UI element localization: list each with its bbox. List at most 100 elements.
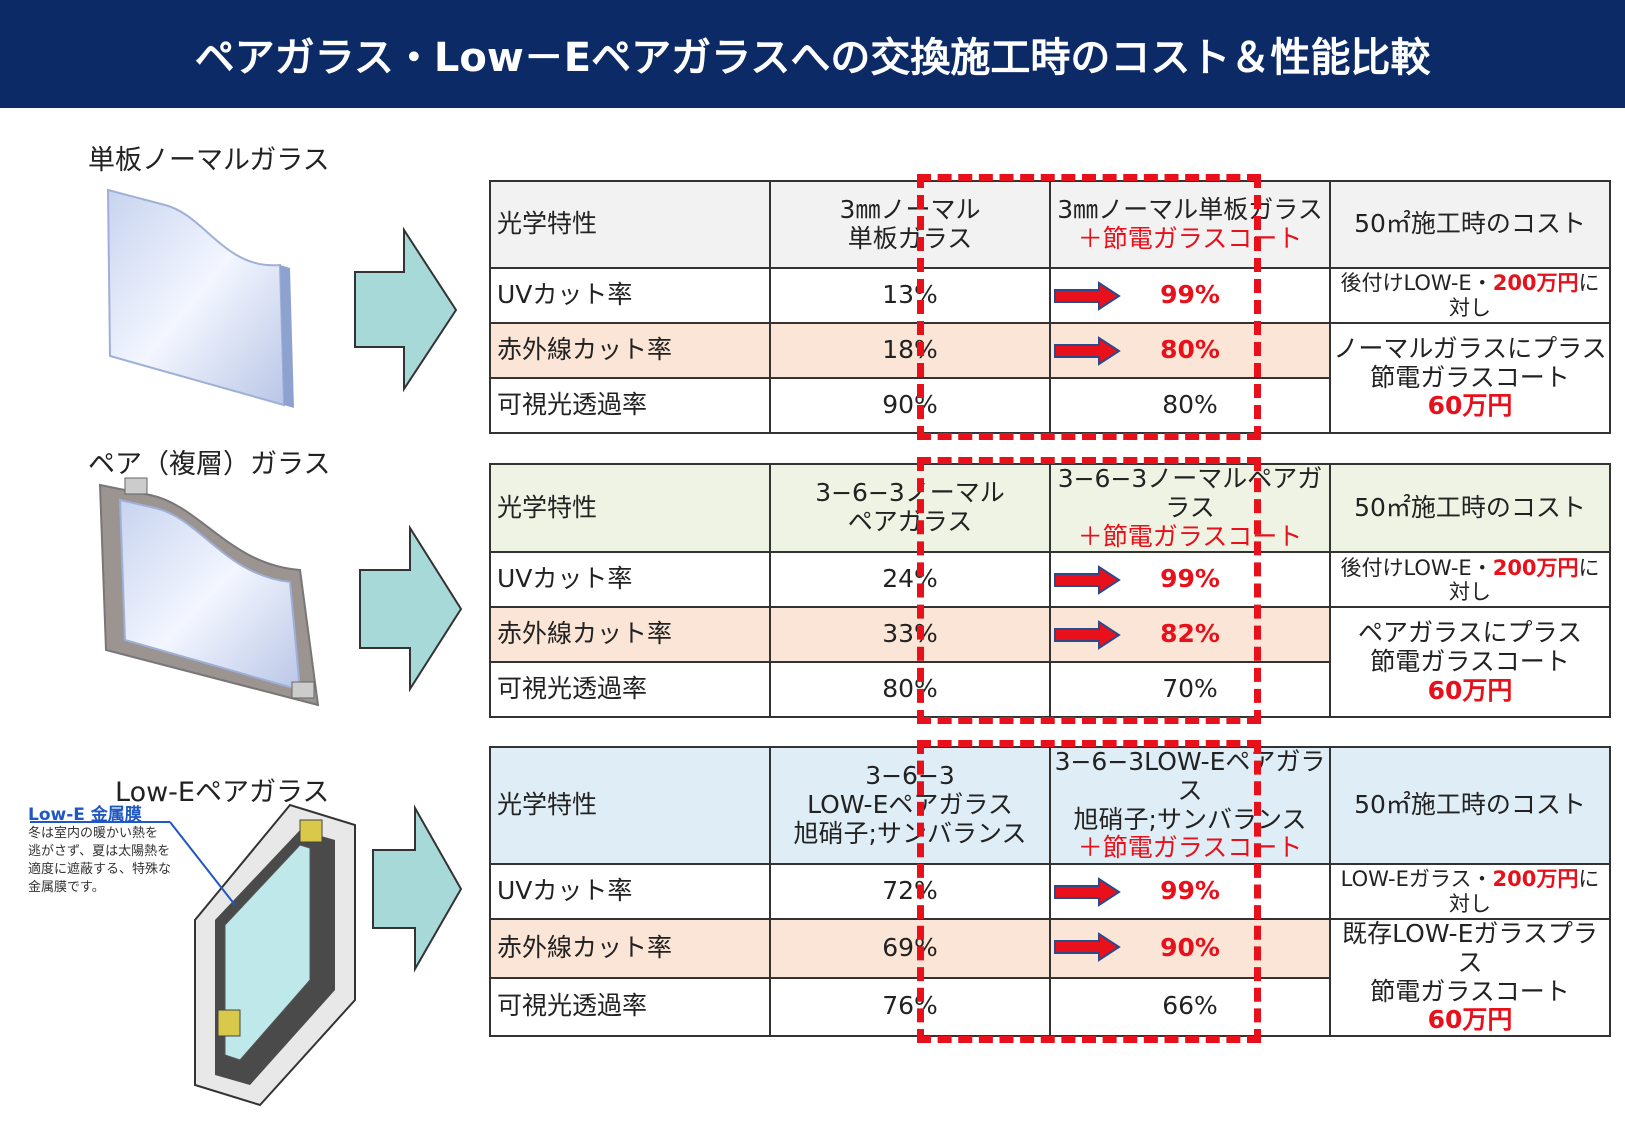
note-line: 金属膜です。 — [28, 880, 105, 895]
cost-line: 60万円 — [1427, 675, 1513, 705]
header-line: 旭硝子;サンバランス — [793, 818, 1027, 848]
cost-note-part: 後付けLOW-E・ — [1340, 271, 1493, 296]
data-row: 可視光透過率 76% 66% — [489, 976, 1610, 1037]
cost-line: 60万円 — [1427, 1005, 1513, 1035]
cell-text: 80% — [1160, 335, 1220, 365]
cell: 赤外線カット率 — [489, 606, 771, 664]
table: 光学特性 3㎜ノーマル 単板ガラス 3㎜ノーマル単板ガラス ＋節電ガラスコート 50㎡施工… — [489, 180, 1611, 434]
cell-text: 18% — [882, 335, 938, 365]
cell-text: 76% — [882, 991, 938, 1021]
cell-text: 80% — [1162, 390, 1218, 420]
header-line: 3㎜ノーマル単板ガラス — [1057, 194, 1323, 224]
header-line: 単板ガラス — [847, 223, 973, 253]
cell-text: 99% — [1160, 564, 1220, 594]
cell: 99% — [1049, 551, 1331, 609]
cost-line: 節電ガラスコート — [1370, 976, 1570, 1006]
header-cell: 光学特性 — [489, 746, 771, 865]
cell: 69% — [769, 918, 1051, 979]
cost-note-part: に対し — [1449, 271, 1600, 320]
cost-line: 既存LOW-Eガラスプラス — [1342, 919, 1598, 977]
cost: 既存LOW-Eガラスプラス 節電ガラスコート 60万円 — [1329, 918, 1611, 1037]
header-row: 光学特性 3−6−3 LOW-Eペアガラス 旭硝子;サンバランス 3−6−3LOW-Eペ… — [489, 746, 1611, 865]
cost-note-part: 200万円 — [1492, 867, 1579, 892]
cell-text: 66% — [1162, 991, 1218, 1021]
header-line: ＋節電ガラスコート — [1077, 223, 1303, 253]
data-row: 赤外線カット率 69% 90% 既存LOW-Eガラスプラス 節電ガラスコート 60万円 — [489, 918, 1611, 1037]
header-row: 光学特性 3−6−3ノーマル ペアガラス 3−6−3ノーマルペアガラス ＋節電ガラスコー… — [489, 462, 1611, 554]
cost-line: 節電ガラスコート — [1370, 362, 1570, 392]
cost-note-part: LOW-Eガラス・ — [1340, 867, 1493, 892]
header-cell: 50㎡施工時のコスト — [1329, 746, 1611, 865]
cell: 33% — [769, 606, 1051, 664]
cost: ペアガラスにプラス 節電ガラスコート 60万円 — [1329, 606, 1611, 719]
big-arrows — [354, 226, 463, 973]
red-arrow — [1054, 336, 1121, 366]
cost-note: 後付けLOW-E・200万円に対し — [1329, 267, 1611, 324]
header-cell: 3−6−3LOW-Eペアガラス 旭硝子;サンバランス ＋節電ガラスコート — [1049, 746, 1331, 865]
cost-note-part: 200万円 — [1492, 555, 1579, 580]
note-title: Low-E 金属膜 — [28, 805, 142, 825]
section-label: 単板ノーマルガラス — [88, 145, 330, 176]
cell-text: 99% — [1160, 876, 1220, 906]
cell: UVカット率 — [489, 551, 771, 609]
section-label: ペア（複層）ガラス — [88, 449, 331, 480]
header-cell: 光学特性 — [489, 462, 771, 554]
note-line: 冬は室内の暖かい熱を — [28, 826, 159, 841]
header-cell: 3−6−3ノーマル ペアガラス — [769, 462, 1051, 554]
cell: 76% — [769, 976, 1051, 1037]
lowe-note: Low-E 金属膜 冬は室内の暖かい熱を 逃がさず、夏は太陽熱を 適度に遮蔽する、特… — [28, 800, 171, 897]
header-cell: 50㎡施工時のコスト — [1329, 462, 1611, 554]
header-cell: 3㎜ノーマル 単板ガラス — [769, 180, 1051, 269]
title: ペアガラス・Low－Eペアガラスへの交換施工時のコスト＆性能比較 — [0, 0, 1625, 108]
cell-text: 可視光透過率 — [497, 674, 648, 704]
cell: 24% — [769, 551, 1051, 609]
cost-line: 60万円 — [1427, 391, 1513, 421]
data-row: UVカット率 24% 99% 後付けLOW-E・200万円に対し — [489, 551, 1611, 609]
cell-text: 赤外線カット率 — [497, 619, 673, 649]
cell: UVカット率 — [489, 267, 771, 324]
cell-text: 70% — [1162, 674, 1218, 704]
header-line: 3−6−3ノーマル — [815, 478, 1005, 508]
data-row: 赤外線カット率 18% 80% ノーマルガラスにプラス 節電ガラスコート 60万円 — [489, 322, 1611, 434]
header-cell: 3㎜ノーマル単板ガラス ＋節電ガラスコート — [1049, 180, 1331, 269]
cell-text: 99% — [1160, 280, 1220, 310]
table: 光学特性 3−6−3ノーマル ペアガラス 3−6−3ノーマルペアガラス ＋節電ガラスコー… — [489, 462, 1611, 719]
cell: 可視光透過率 — [489, 976, 771, 1037]
cost-note-part: に対し — [1449, 555, 1600, 604]
cell: 赤外線カット率 — [489, 322, 771, 379]
note-line: 適度に遮蔽する、特殊な — [28, 862, 172, 877]
cell-text: 90% — [1160, 932, 1220, 962]
data-row: UVカット率 13% 99% 後付けLOW-E・200万円に対し — [489, 267, 1611, 324]
cell-text: UVカット率 — [497, 876, 633, 906]
header-line: 3㎜ノーマル — [839, 194, 981, 224]
highlight-box — [917, 174, 1261, 440]
cell: 99% — [1049, 863, 1331, 920]
cell-text: 82% — [1160, 619, 1220, 649]
single-glass — [106, 188, 294, 408]
cell-text: 13% — [882, 280, 938, 310]
cell: 70% — [1049, 661, 1331, 719]
header-line: 3−6−3 — [865, 761, 955, 791]
cell: 80% — [1049, 377, 1331, 434]
cell-text: 69% — [882, 932, 938, 962]
data-row: 赤外線カット率 33% 82% ペアガラスにプラス 節電ガラスコート 60万円 — [489, 606, 1611, 719]
highlight-box — [917, 457, 1261, 725]
data-row: 可視光透過率 80% 70% — [489, 661, 1610, 719]
cost-note-part: 200万円 — [1492, 271, 1579, 296]
cell: UVカット率 — [489, 863, 771, 920]
red-arrow — [1054, 877, 1121, 907]
header-line: 3−6−3ノーマルペアガラス — [1057, 464, 1323, 522]
comparison-table: 光学特性 3−6−3 LOW-Eペアガラス 旭硝子;サンバランス 3−6−3LOW-Eペ… — [489, 746, 1611, 1037]
cell-text: 72% — [882, 876, 938, 906]
section-label: Low-Eペアガラス — [115, 777, 330, 808]
header-line: ペアガラス — [847, 507, 973, 537]
cost-note-part: 後付けLOW-E・ — [1340, 555, 1493, 580]
lowe-glass — [30, 803, 356, 1107]
cell: 80% — [1049, 322, 1331, 379]
header-cell: 光学特性 — [489, 180, 771, 269]
red-arrow — [1054, 565, 1121, 596]
cost: ノーマルガラスにプラス 節電ガラスコート 60万円 — [1329, 322, 1611, 434]
cell: 18% — [769, 322, 1051, 379]
cell: 90% — [1049, 918, 1331, 979]
